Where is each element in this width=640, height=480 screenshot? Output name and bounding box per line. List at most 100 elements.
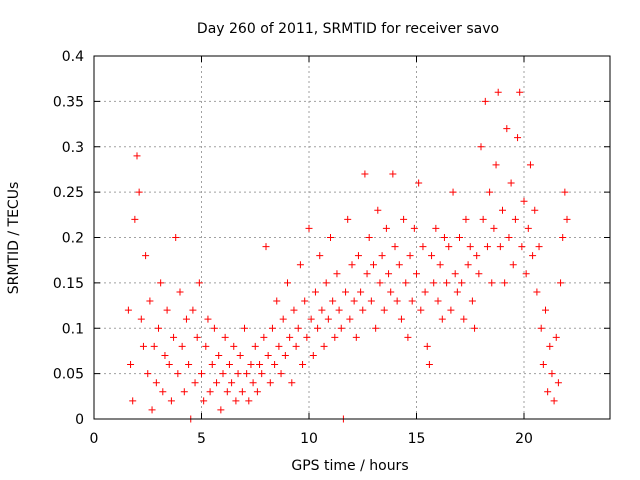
data-point — [376, 279, 384, 287]
data-point — [210, 324, 218, 332]
data-point — [385, 270, 393, 278]
data-point — [483, 243, 491, 251]
data-point — [253, 388, 261, 396]
data-point — [331, 333, 339, 341]
data-points — [124, 88, 571, 423]
data-point — [223, 388, 231, 396]
data-point — [176, 288, 184, 296]
x-tick-label: 10 — [300, 431, 318, 447]
data-point — [415, 179, 423, 187]
data-point — [191, 379, 199, 387]
data-point — [273, 297, 281, 305]
data-point — [447, 306, 455, 314]
data-point — [397, 315, 405, 323]
data-point — [150, 342, 158, 350]
data-point — [266, 379, 274, 387]
y-tick-label: 0.15 — [53, 276, 84, 292]
data-point — [406, 252, 414, 260]
data-point — [507, 179, 515, 187]
data-point — [518, 243, 526, 251]
data-point — [133, 152, 141, 160]
data-point — [165, 361, 173, 369]
data-point — [511, 215, 519, 223]
data-point — [243, 370, 251, 378]
data-point — [453, 288, 461, 296]
data-point — [451, 270, 459, 278]
data-point — [402, 279, 410, 287]
x-tick-label: 15 — [408, 431, 426, 447]
y-tick-label: 0 — [75, 412, 84, 428]
data-point — [436, 261, 444, 269]
data-point — [516, 88, 524, 96]
data-point — [314, 324, 322, 332]
data-point — [288, 379, 296, 387]
data-point — [174, 370, 182, 378]
data-point — [417, 306, 425, 314]
data-point — [279, 315, 287, 323]
data-point — [318, 306, 326, 314]
data-point — [189, 306, 197, 314]
data-point — [563, 215, 571, 223]
data-point — [425, 361, 433, 369]
data-point — [152, 379, 160, 387]
data-point — [230, 342, 238, 350]
data-point — [180, 388, 188, 396]
data-point — [172, 234, 180, 241]
data-point — [182, 315, 190, 323]
data-point — [124, 306, 132, 314]
data-point — [234, 370, 242, 378]
data-point — [260, 333, 268, 341]
data-point — [464, 261, 472, 269]
data-point — [228, 379, 236, 387]
data-point — [550, 397, 558, 405]
data-point — [404, 333, 412, 341]
data-point — [256, 361, 264, 369]
data-point — [367, 297, 375, 305]
data-point — [264, 351, 272, 359]
data-point — [296, 261, 304, 269]
data-point — [378, 252, 386, 260]
data-point — [410, 224, 418, 232]
data-point — [357, 288, 365, 296]
y-tick-label: 0.1 — [62, 321, 84, 337]
chart-title: Day 260 of 2011, SRMTID for receiver sav… — [197, 21, 499, 37]
data-point — [127, 361, 135, 369]
data-point — [514, 134, 522, 142]
data-point — [292, 342, 300, 350]
data-point — [479, 215, 487, 223]
data-point — [548, 370, 556, 378]
data-point — [277, 370, 285, 378]
data-point — [354, 252, 362, 260]
data-point — [262, 243, 270, 251]
data-point — [322, 279, 330, 287]
data-point — [359, 306, 367, 314]
data-point — [146, 297, 154, 305]
data-point — [387, 288, 395, 296]
data-point — [206, 388, 214, 396]
data-point — [520, 197, 528, 205]
data-point — [552, 333, 560, 341]
data-point — [324, 315, 332, 323]
data-point — [135, 188, 143, 196]
data-point — [225, 361, 233, 369]
data-point — [329, 297, 337, 305]
data-point — [488, 279, 496, 287]
data-point — [195, 279, 203, 287]
y-tick-label: 0.25 — [53, 185, 84, 201]
data-point — [198, 370, 205, 378]
data-point — [475, 270, 483, 278]
data-point — [462, 215, 470, 223]
data-point — [271, 361, 279, 369]
data-point — [208, 361, 216, 369]
data-point — [477, 143, 485, 151]
data-point — [320, 342, 328, 350]
grid-lines — [94, 56, 610, 419]
x-tick-label: 5 — [197, 431, 206, 447]
x-tick-label: 0 — [90, 431, 99, 447]
data-point — [217, 406, 225, 414]
data-point — [275, 342, 283, 350]
data-point — [537, 324, 545, 332]
x-tick-label: 20 — [515, 431, 533, 447]
data-point — [458, 279, 466, 287]
